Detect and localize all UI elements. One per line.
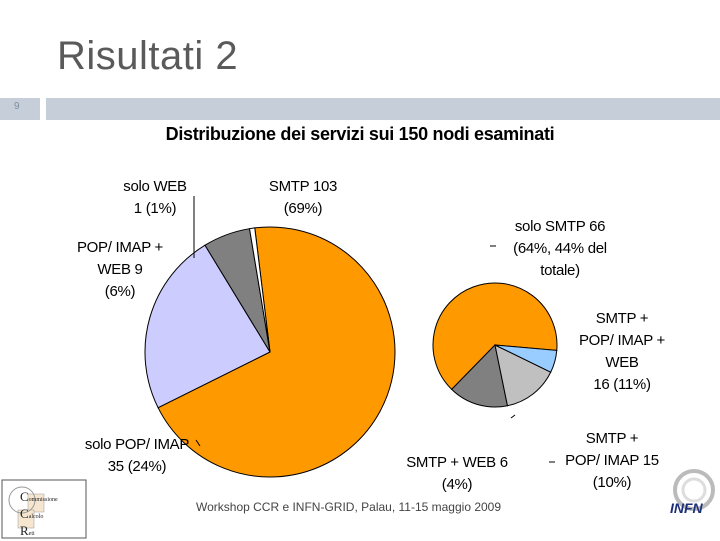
pie-slice-solo-smtp [432, 282, 558, 391]
pie-slice-solo-web [248, 227, 271, 353]
slide-number-box [0, 98, 40, 120]
label-leaders [193, 196, 555, 463]
breakdown-pie [432, 282, 558, 408]
slide-number: 9 [14, 101, 20, 112]
label-solo-pop-imap: solo POP/ IMAP 35 (24%) [84, 436, 190, 475]
pie-slice-smtp-web [494, 344, 558, 373]
leader-solo-pop-imap [195, 439, 201, 447]
logo-infn [673, 469, 715, 511]
logo-ccr [1, 479, 87, 539]
label-smtp-pop-imap: SMTP + POP/ IMAP 15 (10%) [565, 430, 659, 491]
logo-infn-text: INFN [670, 500, 703, 516]
chart-title: Distribuzione dei servizi sui 150 nodi e… [165, 124, 555, 144]
main-pie [144, 226, 396, 478]
leader-smtp-web [510, 414, 516, 419]
label-smtp-web: SMTP + WEB 6 (4%) [406, 454, 508, 493]
pie-slice-smtp [157, 226, 396, 478]
slide-title: Risultati 2 [57, 34, 239, 78]
pie-slice-solo-pop-imap [144, 244, 271, 409]
label-solo-web: solo WEB 1 (1%) [123, 178, 187, 217]
label-smtp-pop-imap-web: SMTP + POP/ IMAP + WEB 16 (11%) [578, 310, 666, 393]
pie-slice-smtp-pop-imap-web [450, 343, 509, 408]
title-bar [46, 98, 720, 120]
label-pop-imap-web: POP/ IMAP + WEB 9 (6%) [76, 239, 164, 300]
slide-footer: Workshop CCR e INFN-GRID, Palau, 11-15 m… [196, 500, 502, 514]
logo-ccr-text: Commissione Calcolo Reti [20, 489, 58, 538]
label-smtp: SMTP 103 (69%) [268, 178, 338, 217]
pie-slice-smtp-pop-imap [494, 344, 552, 407]
label-solo-smtp: solo SMTP 66 (64%, 44% del totale) [513, 218, 607, 279]
